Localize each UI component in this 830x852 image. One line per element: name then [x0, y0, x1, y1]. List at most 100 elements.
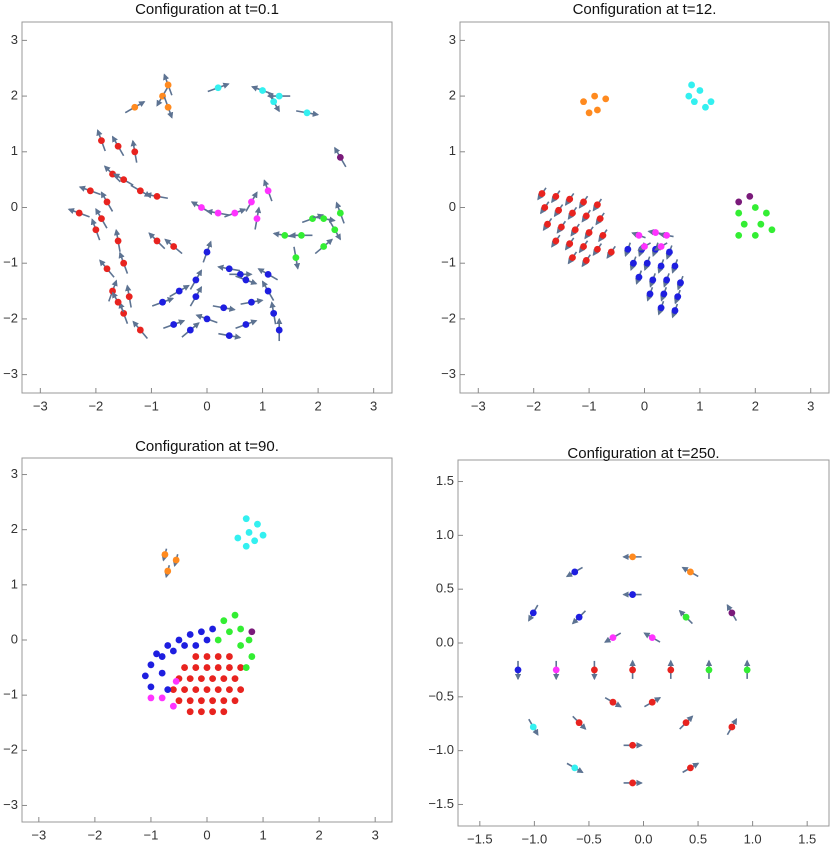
particle [114, 237, 122, 245]
y-tick-label: −2 [3, 310, 18, 325]
particle [242, 664, 250, 671]
particle [663, 231, 671, 239]
particle [629, 666, 636, 674]
particle [214, 664, 222, 671]
particle [259, 87, 266, 94]
x-tick-label: −3 [31, 827, 46, 842]
particle [728, 723, 736, 731]
plot-frame [457, 459, 830, 827]
particle [175, 636, 183, 644]
particle [643, 259, 651, 267]
particle [248, 653, 256, 660]
particle [164, 81, 172, 89]
particle [303, 109, 311, 117]
particle [671, 307, 679, 314]
x-tick-label: −2 [87, 827, 102, 842]
particle [197, 708, 205, 716]
x-tick-label: −2 [88, 398, 103, 413]
particle [629, 591, 636, 598]
x-tick-label: 3 [372, 827, 379, 842]
particle [220, 617, 228, 625]
particle [281, 231, 289, 239]
plot-frame [21, 21, 393, 394]
x-tick-label: 2 [752, 398, 759, 413]
particle [635, 231, 643, 239]
chart-title: Configuration at t=12. [573, 1, 717, 18]
y-tick-label: −1 [3, 687, 18, 702]
x-tick-label: 1 [259, 827, 266, 842]
particle [275, 326, 283, 334]
plot-frame [459, 21, 830, 394]
particle [153, 650, 160, 658]
particle [245, 636, 253, 644]
particle [685, 92, 693, 100]
particle [705, 666, 713, 674]
particle [320, 215, 328, 223]
particle [192, 276, 200, 284]
particle [186, 675, 194, 683]
particle [226, 628, 233, 636]
particle [514, 666, 522, 674]
particle [181, 642, 188, 649]
particle [225, 265, 233, 273]
particle [169, 686, 177, 694]
particle [607, 248, 615, 256]
particle [270, 98, 278, 106]
particle [580, 198, 587, 206]
particle [336, 209, 344, 217]
particle [336, 153, 344, 161]
y-tick-label: 0 [11, 199, 18, 214]
particle [580, 243, 587, 250]
particle [248, 628, 256, 636]
x-tick-label: 0.0 [634, 831, 652, 846]
particle [671, 262, 679, 270]
y-tick-label: −3 [3, 366, 18, 381]
particle [590, 666, 598, 674]
particle [203, 664, 211, 671]
particle [214, 686, 222, 694]
y-tick-label: 2 [449, 88, 456, 103]
particle [203, 653, 211, 660]
y-tick-label: −1 [441, 255, 456, 270]
particle [226, 686, 233, 694]
particle [657, 304, 665, 312]
particle [114, 142, 122, 150]
particle [687, 764, 694, 772]
particle [682, 613, 690, 621]
particle [209, 708, 217, 716]
particle [591, 92, 599, 100]
y-tick-label: 1.5 [436, 473, 454, 488]
particle [220, 697, 228, 705]
panel: Configuration at t=90. −3 −2 −1 0 1 2 3 −3 −2 −1 0 1… [3, 438, 393, 842]
particle [203, 636, 211, 644]
particle [214, 653, 222, 660]
y-tick-label: 0.5 [436, 581, 454, 596]
particle [557, 223, 565, 231]
particle [552, 192, 560, 200]
x-tick-label: −2 [526, 398, 541, 413]
particle [86, 187, 94, 195]
particle [131, 148, 139, 156]
particle [292, 254, 300, 262]
particle [629, 553, 636, 561]
y-tick-label: −1 [3, 255, 18, 270]
particle [663, 276, 671, 284]
particle [164, 686, 172, 694]
particle [209, 625, 217, 633]
particle [575, 613, 583, 621]
y-tick-label: 3 [449, 32, 456, 47]
particle [641, 243, 648, 250]
particle [552, 237, 560, 245]
particle [245, 529, 253, 536]
particle [740, 220, 748, 228]
particle [657, 243, 665, 250]
particle [209, 697, 217, 705]
particle [125, 293, 133, 301]
particle [242, 542, 250, 550]
particle [571, 764, 579, 772]
particle [164, 103, 172, 111]
particle [186, 326, 194, 334]
particle [147, 694, 155, 702]
particle [172, 677, 180, 685]
